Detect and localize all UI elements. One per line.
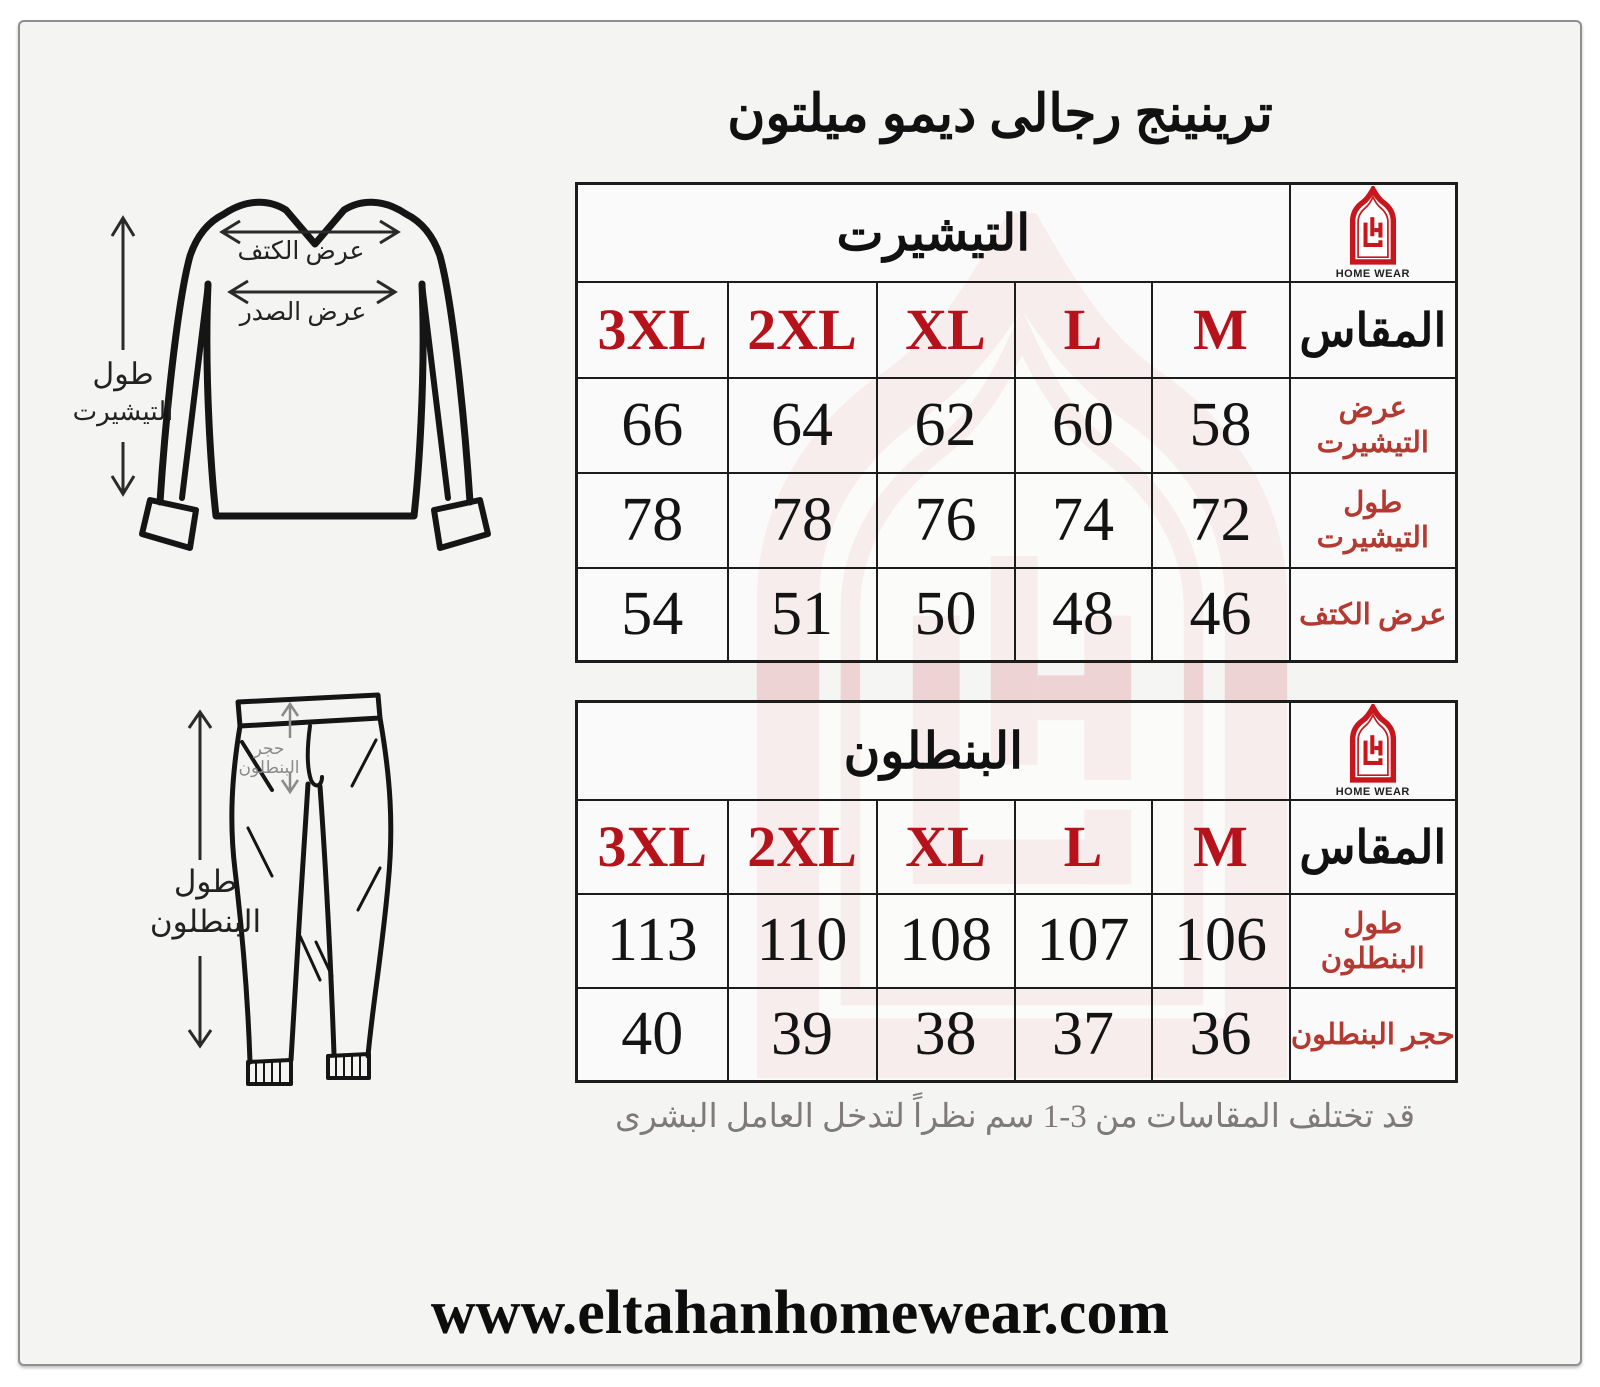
tshirt-table-title: التيشيرت [575, 182, 1291, 283]
value-cell: 50 [875, 566, 1016, 663]
pants-rise-label: حجر البنطلون [238, 739, 300, 777]
value-cell: 108 [875, 892, 1016, 989]
tolerance-note: قد تختلف المقاسات من 3-1 سم نظراً لتدخل … [615, 1099, 1415, 1135]
table-row: 40 39 38 37 36 حجر البنطلون [575, 986, 1458, 1083]
value-cell: 37 [1013, 986, 1153, 1083]
size-cell-2xl: 2XL [726, 280, 878, 379]
tshirt-size-table: التيشيرت HOME WEAR 3XL 2XL XL L M المقاس… [575, 182, 1459, 663]
value-cell: 39 [726, 986, 878, 1083]
table-row: 78 78 76 74 72 طول التيشيرت [575, 471, 1458, 569]
shoulder-width-label: عرض الكتف [237, 238, 365, 265]
shoulder-width-arrow-icon [219, 219, 401, 245]
value-cell: 64 [726, 376, 878, 474]
chest-width-label: عرض الصدر [239, 299, 367, 326]
website-url: www.eltahanhomewear.com [430, 1279, 1170, 1347]
brand-caption: HOME WEAR [1335, 785, 1410, 798]
row-label: عرض التيشيرت [1288, 376, 1458, 474]
table-row: 113 110 108 107 106 طول البنطلون [575, 892, 1458, 989]
pants-length-label-line1: طول [173, 864, 238, 899]
pants-length-arrow-icon [187, 709, 213, 1049]
shirt-length-arrow-icon [110, 215, 136, 497]
row-label: عرض الكتف [1288, 566, 1458, 663]
size-cell-3xl: 3XL [575, 280, 729, 379]
shirt-outline-icon [110, 198, 491, 551]
brand-caption: HOME WEAR [1335, 267, 1410, 280]
size-cell-m: M [1150, 798, 1291, 895]
table-row: 66 64 62 60 58 عرض التيشيرت [575, 376, 1458, 474]
value-cell: 60 [1013, 376, 1153, 474]
shirt-length-label-line2: التيشيرت [72, 397, 174, 426]
value-cell: 72 [1150, 471, 1291, 569]
row-label: حجر البنطلون [1288, 986, 1458, 1083]
size-cell-l: L [1013, 798, 1153, 895]
pants-length-label-line2: البنطلون [149, 904, 262, 939]
size-cell-xl: XL [875, 280, 1016, 379]
row-label: طول البنطلون [1288, 892, 1458, 989]
size-cell-xl: XL [875, 798, 1016, 895]
value-cell: 78 [575, 471, 729, 569]
value-cell: 58 [1150, 376, 1291, 474]
size-cell-3xl: 3XL [575, 798, 729, 895]
value-cell: 78 [726, 471, 878, 569]
size-cell-2xl: 2XL [726, 798, 878, 895]
value-cell: 76 [875, 471, 1016, 569]
value-cell: 38 [875, 986, 1016, 1083]
brand-logo-cell: HOME WEAR [1288, 700, 1458, 801]
brand-logo-cell: HOME WEAR [1288, 182, 1458, 283]
chest-width-arrow-icon [227, 279, 398, 305]
value-cell: 48 [1013, 566, 1153, 663]
size-header-cell: المقاس [1288, 798, 1458, 895]
shirt-length-label-line1: طول [92, 358, 154, 391]
brand-logo-icon [1338, 704, 1408, 784]
page-title: ترينينج رجالى ديمو ميلتون [727, 86, 1273, 143]
pants-outline-icon [187, 692, 394, 1086]
brand-logo-icon [1338, 186, 1408, 266]
size-cell-m: M [1150, 280, 1291, 379]
table-row: 54 51 50 48 46 عرض الكتف [575, 566, 1458, 663]
row-label: طول التيشيرت [1288, 471, 1458, 569]
value-cell: 113 [575, 892, 729, 989]
value-cell: 36 [1150, 986, 1291, 1083]
value-cell: 46 [1150, 566, 1291, 663]
value-cell: 110 [726, 892, 878, 989]
value-cell: 106 [1150, 892, 1291, 989]
size-cell-l: L [1013, 280, 1153, 379]
size-header-cell: المقاس [1288, 280, 1458, 379]
value-cell: 74 [1013, 471, 1153, 569]
value-cell: 66 [575, 376, 729, 474]
value-cell: 107 [1013, 892, 1153, 989]
value-cell: 40 [575, 986, 729, 1083]
pants-rise-arrow-icon [280, 701, 300, 795]
pants-table-title: البنطلون [575, 700, 1291, 801]
pants-size-table: البنطلون HOME WEAR 3XL 2XL XL L M المقاس… [575, 700, 1459, 1083]
value-cell: 51 [726, 566, 878, 663]
value-cell: 54 [575, 566, 729, 663]
value-cell: 62 [875, 376, 1016, 474]
